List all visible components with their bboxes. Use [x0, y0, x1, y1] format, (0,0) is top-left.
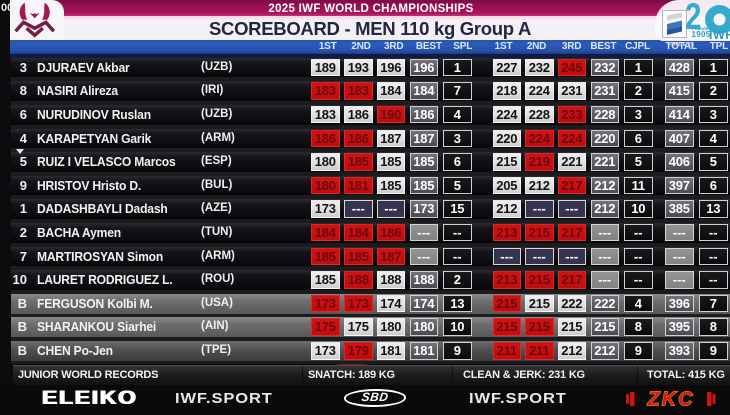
- svg-text:ZKC: ZKC: [646, 389, 694, 411]
